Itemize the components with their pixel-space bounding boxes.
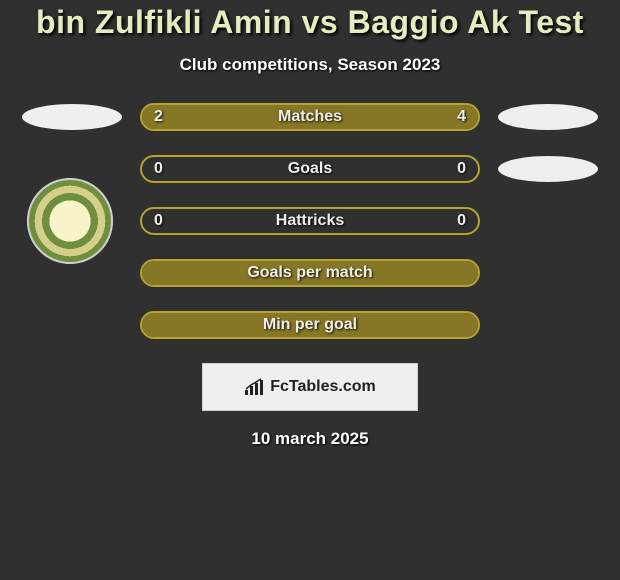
stat-bar: Min per goal (140, 311, 480, 339)
stat-value-left: 0 (154, 160, 163, 178)
brand-box[interactable]: FcTables.com (202, 363, 418, 411)
club-right-shape (498, 156, 598, 182)
stat-label: Goals (288, 160, 332, 178)
stat-value-right: 0 (457, 212, 466, 230)
chart-icon (244, 378, 266, 396)
stat-bar: 0 0 Hattricks (140, 207, 480, 235)
subtitle: Club competitions, Season 2023 (0, 55, 620, 75)
stat-value-right: 4 (457, 108, 466, 126)
stat-label: Hattricks (276, 212, 344, 230)
player-left-avatar (22, 104, 122, 130)
stat-label: Matches (278, 108, 342, 126)
player-right-avatar (498, 104, 598, 130)
brand-text: FcTables.com (270, 378, 376, 396)
comparison-title: bin Zulfikli Amin vs Baggio Ak Test (0, 4, 620, 41)
stat-value-left: 0 (154, 212, 163, 230)
club-crest (27, 178, 113, 264)
stat-bar: Goals per match (140, 259, 480, 287)
stat-bar: 0 0 Goals (140, 155, 480, 183)
stat-value-left: 2 (154, 108, 163, 126)
stat-label: Goals per match (247, 264, 372, 282)
stat-bar: 2 4 Matches (140, 103, 480, 131)
stat-label: Min per goal (263, 316, 357, 334)
stat-value-right: 0 (457, 160, 466, 178)
date-text: 10 march 2025 (0, 429, 620, 449)
